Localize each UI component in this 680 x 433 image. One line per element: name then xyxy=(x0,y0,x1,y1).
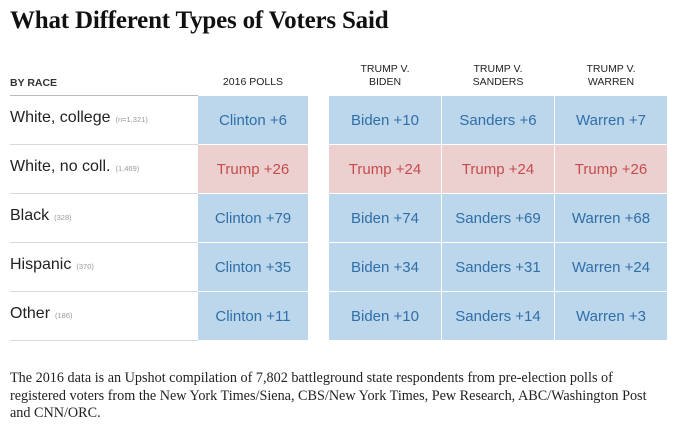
cell-dem-margin: Sanders +31 xyxy=(442,243,554,291)
column-header-line1 xyxy=(198,63,308,76)
row-divider xyxy=(10,242,198,243)
cell-rep-margin: Trump +24 xyxy=(329,145,441,193)
row-sample-size: (1,469) xyxy=(115,164,140,173)
row-label-name: Other xyxy=(10,305,51,322)
cell-dem-margin: Clinton +35 xyxy=(198,243,308,291)
cell-rep-margin: Trump +24 xyxy=(442,145,554,193)
cell-dem-margin: Warren +3 xyxy=(555,292,667,340)
row-divider xyxy=(10,291,198,292)
footnote: The 2016 data is an Upshot compilation o… xyxy=(10,370,647,421)
cell-dem-margin: Biden +34 xyxy=(329,243,441,291)
header-divider xyxy=(10,95,198,96)
column-header-line2: SANDERS xyxy=(472,76,524,88)
cell-dem-margin: Sanders +6 xyxy=(442,96,554,144)
row-divider xyxy=(10,193,198,194)
column-header-line2: BIDEN xyxy=(368,76,402,88)
column-header: 2016 POLLS xyxy=(198,63,308,89)
cell-dem-margin: Warren +7 xyxy=(555,96,667,144)
row-label: Hispanic (370) xyxy=(10,256,94,274)
cell-dem-margin: Clinton +6 xyxy=(198,96,308,144)
row-divider xyxy=(10,144,198,145)
row-divider xyxy=(10,340,198,341)
cell-dem-margin: Sanders +69 xyxy=(442,194,554,242)
column-header: TRUMP V. WARREN xyxy=(555,63,667,89)
cell-rep-margin: Trump +26 xyxy=(555,145,667,193)
cell-dem-margin: Biden +10 xyxy=(329,96,441,144)
cell-dem-margin: Clinton +79 xyxy=(198,194,308,242)
row-label: White, no coll. (1,469) xyxy=(10,158,139,176)
row-sample-size: (n=1,321) xyxy=(115,115,148,124)
cell-dem-margin: Sanders +14 xyxy=(442,292,554,340)
row-sample-size: (370) xyxy=(76,262,94,271)
cell-dem-margin: Warren +24 xyxy=(555,243,667,291)
row-label-name: White, no coll. xyxy=(10,158,111,175)
row-sample-size: (186) xyxy=(55,311,73,320)
row-label: Black (328) xyxy=(10,207,72,225)
cell-dem-margin: Warren +68 xyxy=(555,194,667,242)
row-sample-size: (328) xyxy=(54,213,72,222)
row-label-name: White, college xyxy=(10,109,111,126)
cell-dem-margin: Biden +74 xyxy=(329,194,441,242)
column-header: TRUMP V. BIDEN xyxy=(329,63,441,89)
column-header-line1: TRUMP V. xyxy=(473,63,523,75)
column-header-line1: TRUMP V. xyxy=(360,63,410,75)
row-label-name: Black xyxy=(10,207,50,224)
column-header-line2: 2016 POLLS xyxy=(222,76,284,88)
column-header-line1: TRUMP V. xyxy=(586,63,636,75)
cell-dem-margin: Clinton +11 xyxy=(198,292,308,340)
row-label-name: Hispanic xyxy=(10,256,72,273)
cell-rep-margin: Trump +26 xyxy=(198,145,308,193)
row-header-label: BY RACE xyxy=(10,77,58,89)
column-header: TRUMP V. SANDERS xyxy=(442,63,554,89)
cell-dem-margin: Biden +10 xyxy=(329,292,441,340)
row-label: Other (186) xyxy=(10,305,73,323)
row-label: White, college (n=1,321) xyxy=(10,109,148,127)
column-header-line2: WARREN xyxy=(587,76,635,88)
page-title: What Different Types of Voters Said xyxy=(10,7,389,34)
